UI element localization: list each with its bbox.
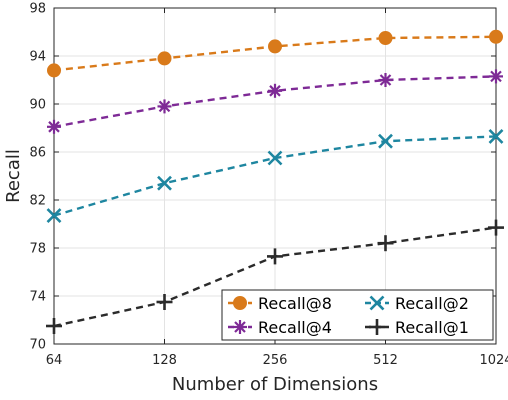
data-point-recall-2-stroke <box>267 150 283 166</box>
y-tick-label: 78 <box>29 242 46 257</box>
legend-entry-recall-4: Recall@4 <box>228 318 332 337</box>
y-tick-label: 86 <box>29 146 46 161</box>
x-tick-label: 128 <box>152 353 177 368</box>
data-point-recall-4-stroke <box>269 85 281 97</box>
series-recall-8 <box>47 29 503 78</box>
x-tick-label: 1024 <box>479 353 508 368</box>
data-point-recall-2-stroke <box>378 133 393 149</box>
legend-entry-recall-8: Recall@8 <box>228 294 332 313</box>
data-point-recall-4 <box>378 73 393 87</box>
legend-box <box>221 289 494 341</box>
y-tick-label: 70 <box>29 338 46 353</box>
legend-marker-recall-4-stroke <box>234 321 246 333</box>
legend-label-recall-8: Recall@8 <box>258 294 332 313</box>
data-point-recall-4 <box>157 99 172 114</box>
data-point-recall-8 <box>157 51 172 66</box>
data-point-recall-2 <box>488 128 504 144</box>
y-tick-label: 74 <box>29 290 46 305</box>
series-layer <box>46 29 504 334</box>
legend-marker-recall-4 <box>233 320 247 334</box>
data-point-recall-4-stroke <box>48 121 60 133</box>
data-point-recall-4 <box>489 69 503 84</box>
y-tick-label: 94 <box>29 50 46 65</box>
data-point-recall-2 <box>157 175 172 191</box>
data-point-recall-8 <box>268 39 282 54</box>
legend-marker-recall-2-stroke <box>369 295 385 311</box>
legend-entry-recall-1: Recall@1 <box>365 318 469 337</box>
data-point-recall-1 <box>267 248 283 265</box>
data-point-recall-4-stroke <box>158 100 171 113</box>
series-recall-1 <box>46 219 504 334</box>
data-point-recall-2-stroke <box>46 208 62 224</box>
legend-entry-recall-2: Recall@2 <box>365 294 469 313</box>
x-axis-title: Number of Dimensions <box>172 374 378 395</box>
y-axis-title: Recall <box>3 149 24 203</box>
legend-label-recall-1: Recall@1 <box>395 318 469 337</box>
data-point-recall-1 <box>488 219 504 236</box>
data-point-recall-4 <box>268 83 282 98</box>
data-point-recall-4 <box>47 119 61 134</box>
legend-marker-recall-1 <box>369 319 385 335</box>
x-tick-label: 256 <box>263 353 288 368</box>
data-point-recall-8 <box>378 31 393 45</box>
data-point-recall-4-stroke <box>379 74 392 86</box>
legend-label-recall-2: Recall@2 <box>395 294 469 313</box>
data-point-recall-2-stroke <box>488 128 504 144</box>
legend: Recall@8 Recall@4 Recall@2 Recall@1 <box>221 289 494 341</box>
y-tick-label: 98 <box>29 2 46 17</box>
data-point-recall-2-stroke <box>157 175 172 191</box>
data-point-recall-2 <box>46 208 62 224</box>
tick-labels: 70 74 78 82 86 90 94 98 64 128 256 512 1024 <box>29 2 508 369</box>
data-point-recall-8 <box>47 63 61 78</box>
series-recall-4 <box>47 69 503 134</box>
legend-marker-recall-2 <box>369 295 385 311</box>
y-tick-label: 90 <box>29 98 46 113</box>
data-point-recall-1 <box>377 235 394 252</box>
x-tick-label: 512 <box>373 353 398 368</box>
data-point-recall-4-stroke <box>490 70 502 83</box>
data-point-recall-1 <box>46 318 62 334</box>
data-point-recall-2 <box>378 133 393 149</box>
data-point-recall-8 <box>489 29 503 44</box>
series-line-recall-4 <box>53 75 497 128</box>
y-tick-label: 82 <box>29 194 46 209</box>
legend-marker-recall-8 <box>233 296 247 310</box>
x-tick-label: 64 <box>46 353 63 368</box>
legend-label-recall-4: Recall@4 <box>258 318 332 337</box>
data-point-recall-1 <box>156 294 173 310</box>
series-recall-2 <box>46 128 504 224</box>
data-point-recall-2 <box>267 150 283 166</box>
